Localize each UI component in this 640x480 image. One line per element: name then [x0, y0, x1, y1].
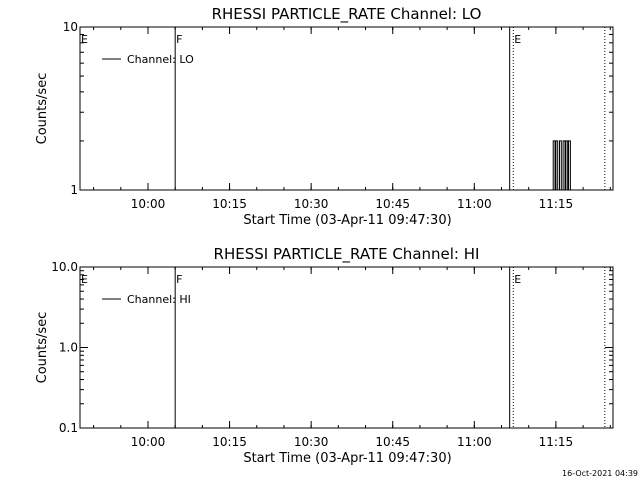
chart-1-y-tick-label: 10 [63, 20, 78, 34]
chart-2-y-axis-label: Counts/sec [35, 312, 50, 384]
chart-1-marker-label: F [176, 33, 182, 46]
chart-2-x-tick-label: 10:15 [212, 435, 247, 449]
chart-1-series-line [552, 140, 574, 191]
chart-1-x-tick-label: 11:15 [539, 197, 574, 211]
chart-1-y-tick-label: 1 [70, 183, 78, 197]
chart-2-plot-frame [79, 266, 614, 429]
chart-2-x-tick-label: 11:00 [457, 435, 492, 449]
chart-1-y-axis-label: Counts/sec [35, 73, 50, 145]
chart-1-marker-label: E [514, 33, 521, 46]
chart-2-legend-label: Channel: HI [127, 293, 191, 306]
chart-2-y-tick-label: 10.0 [51, 260, 78, 274]
chart-2-y-tick-label: 1.0 [59, 341, 78, 355]
chart-1-x-tick-label: 10:45 [375, 197, 410, 211]
chart-1-x-tick-label: 11:00 [457, 197, 492, 211]
footer-timestamp: 16-Oct-2021 04:39 [562, 469, 638, 478]
chart-2-y-tick-label: 0.1 [59, 421, 78, 435]
chart-1-legend-label: Channel: LO [127, 53, 194, 66]
chart-1-title: RHESSI PARTICLE_RATE Channel: LO [212, 5, 482, 24]
chart-1-x-tick-label: 10:00 [131, 197, 166, 211]
chart-2-x-tick-label: 10:30 [294, 435, 329, 449]
chart-1-plot-frame [79, 26, 614, 191]
chart-2-x-axis-label: Start Time (03-Apr-11 09:47:30) [243, 451, 451, 466]
chart-2-x-tick-label: 10:45 [375, 435, 410, 449]
chart-1-x-tick-label: 10:15 [212, 197, 247, 211]
chart-1-marker-label: E [81, 33, 88, 46]
chart-2-x-tick-label: 11:15 [539, 435, 574, 449]
chart-2-marker-label: F [176, 273, 182, 286]
chart-2-marker-label: E [81, 273, 88, 286]
chart-2-marker-label: E [514, 273, 521, 286]
chart-1-x-tick-label: 10:30 [294, 197, 329, 211]
chart-1-x-axis-label: Start Time (03-Apr-11 09:47:30) [243, 213, 451, 228]
chart-2-title: RHESSI PARTICLE_RATE Channel: HI [214, 245, 480, 264]
chart-2-x-tick-label: 10:00 [131, 435, 166, 449]
